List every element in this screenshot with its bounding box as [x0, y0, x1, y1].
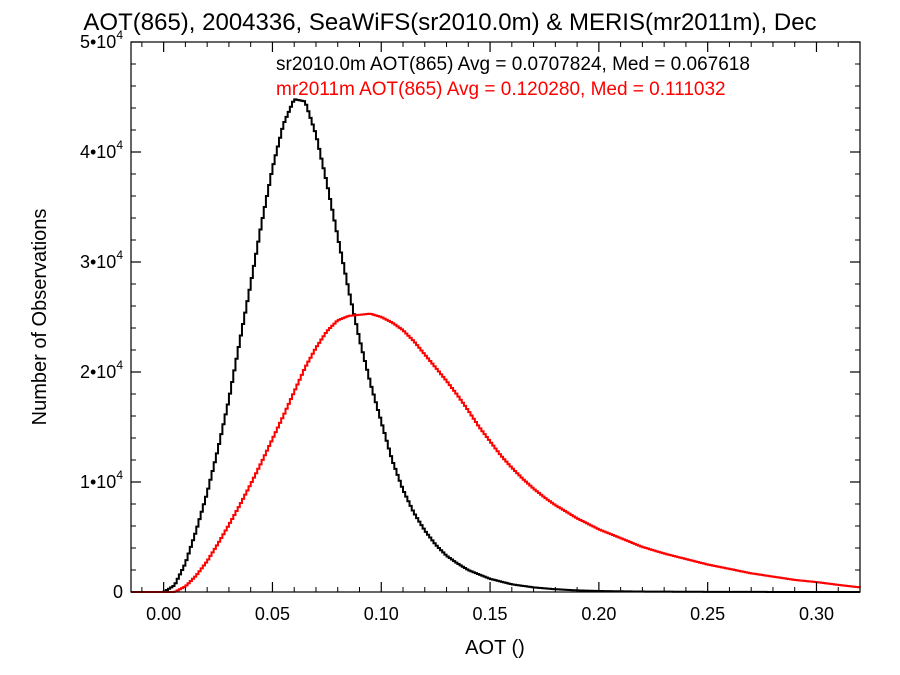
y-axis-label: Number of Observations: [29, 209, 51, 426]
series-layer: [131, 98, 861, 593]
x-tick-label-0.10: 0.10: [364, 604, 399, 624]
x-tick-label-0.20: 0.20: [581, 604, 616, 624]
y-tick-label-10000: 1•104: [80, 468, 123, 492]
x-tick-label-0.00: 0.00: [146, 604, 181, 624]
x-axis: 0.00 0.05 0.10 0.15 0.20 0.25 0.30: [141, 42, 861, 624]
x-tick-label-0.25: 0.25: [690, 604, 725, 624]
legend-annotation-red: mr2011m AOT(865) Avg = 0.120280, Med = 0…: [276, 79, 726, 100]
y-axis: 0 1•104 2•104 3•104 4•104 5•104: [80, 28, 860, 602]
legend-annotation-black: sr2010.0m AOT(865) Avg = 0.0707824, Med …: [276, 54, 750, 75]
chart-title: AOT(865), 2004336, SeaWiFS(sr2010.0m) & …: [83, 9, 816, 36]
y-tick-label-50000: 5•104: [80, 28, 123, 52]
series-line-0: [131, 98, 860, 593]
x-tick-label-0.30: 0.30: [799, 604, 834, 624]
y-tick-label-30000: 3•104: [80, 248, 123, 272]
y-tick-label-20000: 2•104: [80, 358, 123, 382]
y-tick-label-40000: 4•104: [80, 138, 123, 162]
plot-frame: [130, 41, 861, 593]
x-axis-label: AOT (): [465, 637, 525, 659]
x-tick-label-0.15: 0.15: [473, 604, 508, 624]
y-tick-label-0: 0: [113, 582, 123, 602]
x-tick-label-0.05: 0.05: [255, 604, 290, 624]
series-line-1: [131, 312, 861, 593]
